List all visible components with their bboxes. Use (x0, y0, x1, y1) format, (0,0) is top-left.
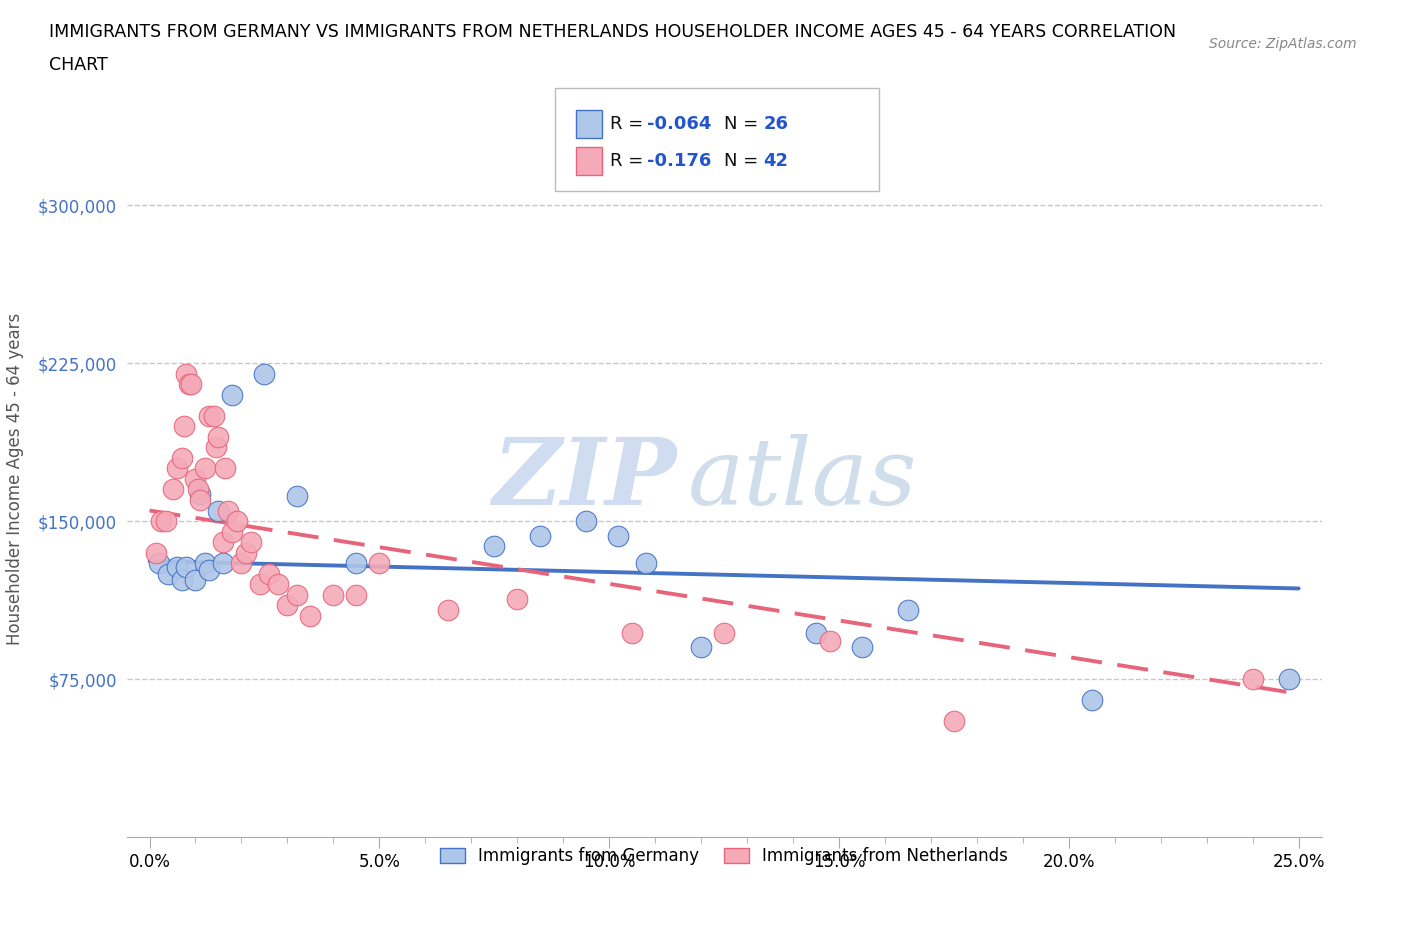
Text: 26: 26 (763, 114, 789, 133)
Point (194, 461, 217, 476)
Text: IMMIGRANTS FROM GERMANY VS IMMIGRANTS FROM NETHERLANDS HOUSEHOLDER INCOME AGES 4: IMMIGRANTS FROM GERMANY VS IMMIGRANTS FR… (49, 23, 1177, 41)
Point (1278, 671, 1301, 686)
Point (713, 625, 735, 640)
Point (212, 535, 235, 550)
Point (187, 482, 209, 497)
Point (188, 486, 211, 501)
Point (1081, 693, 1104, 708)
Point (155, 513, 177, 528)
Point (634, 556, 657, 571)
Point (145, 545, 167, 560)
Point (162, 482, 184, 497)
Point (239, 535, 262, 550)
Point (368, 556, 391, 571)
Point (575, 513, 598, 528)
Point (202, 408, 225, 423)
Text: 42: 42 (763, 152, 789, 170)
Point (148, 556, 170, 571)
Text: Source: ZipAtlas.com: Source: ZipAtlas.com (1209, 37, 1357, 51)
Point (174, 366, 197, 381)
Point (217, 503, 239, 518)
Point (166, 461, 188, 476)
Point (267, 577, 290, 591)
Point (173, 418, 195, 433)
Point (804, 625, 827, 640)
Point (484, 538, 506, 553)
Point (177, 377, 200, 392)
Point (150, 513, 173, 528)
Point (1241, 671, 1264, 686)
Point (257, 566, 280, 581)
Text: -0.064: -0.064 (647, 114, 711, 133)
Point (276, 598, 298, 613)
Point (621, 625, 644, 640)
Point (249, 577, 271, 591)
Point (437, 602, 460, 617)
Point (156, 566, 179, 581)
Text: R =: R = (610, 152, 650, 170)
Point (221, 525, 243, 539)
Text: R =: R = (610, 114, 650, 133)
Point (897, 602, 920, 617)
Point (198, 408, 221, 423)
Point (180, 377, 202, 392)
Point (212, 556, 235, 571)
Point (529, 528, 551, 543)
Point (207, 503, 229, 518)
Point (170, 573, 193, 588)
Point (942, 713, 965, 728)
Point (170, 450, 193, 465)
Point (231, 556, 253, 571)
Point (214, 461, 236, 476)
Point (851, 640, 873, 655)
Legend: Immigrants from Germany, Immigrants from Netherlands: Immigrants from Germany, Immigrants from… (433, 841, 1015, 871)
Point (285, 588, 308, 603)
Point (607, 528, 630, 543)
Text: atlas: atlas (688, 434, 918, 524)
Text: CHART: CHART (49, 56, 108, 73)
Point (166, 560, 188, 575)
Point (174, 560, 197, 575)
Text: -0.176: -0.176 (647, 152, 711, 170)
Point (184, 573, 207, 588)
Point (188, 493, 211, 508)
Point (198, 562, 221, 577)
Point (690, 640, 713, 655)
Text: N =: N = (724, 114, 763, 133)
Point (235, 545, 257, 560)
Point (818, 633, 841, 648)
Point (184, 472, 207, 486)
Point (225, 513, 247, 528)
Y-axis label: Householder Income Ages 45 - 64 years: Householder Income Ages 45 - 64 years (6, 312, 24, 645)
Text: ZIP: ZIP (492, 434, 676, 524)
Point (285, 488, 308, 503)
Point (322, 588, 344, 603)
Point (344, 588, 367, 603)
Point (194, 556, 217, 571)
Point (344, 556, 367, 571)
Point (221, 387, 243, 402)
Point (253, 366, 276, 381)
Text: N =: N = (724, 152, 763, 170)
Point (207, 430, 229, 445)
Point (506, 591, 529, 606)
Point (205, 440, 228, 455)
Point (299, 608, 322, 623)
